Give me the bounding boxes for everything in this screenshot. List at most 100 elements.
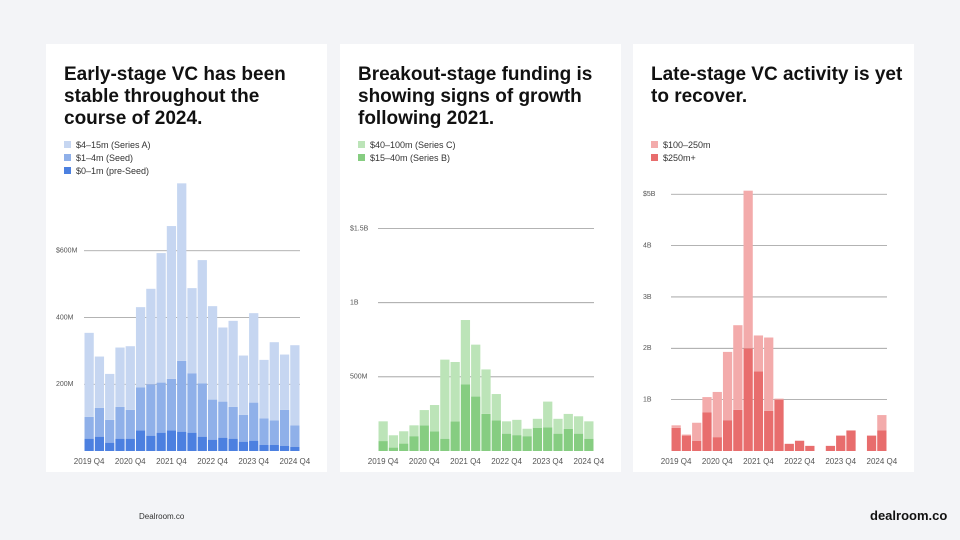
bar-segment — [532, 427, 543, 451]
bar-segment — [228, 438, 238, 451]
legend-label: $0–1m (pre-Seed) — [76, 165, 150, 176]
bar-segment — [440, 438, 450, 451]
bar-segment — [712, 437, 722, 451]
bar-segment — [512, 419, 522, 436]
bar-segment — [543, 401, 553, 428]
bar-segment — [259, 359, 269, 419]
bar-segment — [825, 445, 836, 451]
bar-segment — [681, 435, 692, 451]
bar-segment — [429, 431, 440, 451]
bar-segment — [774, 399, 784, 451]
bar-segment — [877, 430, 887, 451]
bar-segment — [712, 391, 722, 438]
bar-segment — [532, 418, 543, 428]
legend-swatch — [64, 141, 71, 148]
y-tick-label: 500M — [350, 374, 368, 381]
chart: 1B 2B 3B 4B $5B 2019 Q4 2020 Q4 2021 Q4 2022 Q4 2… — [643, 190, 898, 466]
bar-segment — [553, 418, 563, 434]
bar-segment — [836, 435, 846, 451]
bar-segment — [166, 226, 177, 379]
bar-segment — [471, 344, 481, 397]
bar-segment — [94, 356, 105, 408]
card: 500M 1B $1.5B 2019 Q4 2020 Q4 2021 Q4 2022 Q4 2… — [340, 44, 621, 472]
chart-title: Breakout-stage funding is showing signs … — [358, 64, 593, 129]
legend: $40–100m (Series C) $15–40m (Series B) — [358, 138, 456, 164]
bar-segment — [512, 435, 522, 451]
legend-swatch — [358, 154, 365, 161]
bar-segment — [166, 430, 177, 451]
bar-segment — [460, 384, 471, 451]
bar-segment — [218, 401, 228, 438]
legend-label: $1–4m (Seed) — [76, 152, 134, 163]
bar-segment — [409, 436, 419, 451]
bar-segment — [419, 410, 429, 426]
x-tick-label: 2020 Q4 — [702, 457, 733, 466]
bar-segment — [722, 420, 733, 451]
bar-segment — [784, 443, 794, 451]
x-tick-label: 2023 Q4 — [532, 457, 563, 466]
y-tick-label: $5B — [643, 191, 656, 198]
bar-segment — [671, 425, 681, 428]
bar-segment — [733, 409, 743, 451]
bar-segment — [207, 399, 218, 440]
bar-segment — [279, 409, 290, 446]
bar-segment — [794, 440, 805, 451]
chart: 200M 400M $600M 2019 Q4 2020 Q4 2021 Q4 2022 Q… — [56, 183, 311, 466]
x-tick-label: 2023 Q4 — [238, 457, 269, 466]
bar-segment — [249, 440, 259, 451]
bar-segment — [135, 387, 146, 431]
legend-item: $40–100m (Series C) — [358, 138, 456, 151]
y-tick-label: 4B — [643, 242, 652, 249]
bar-segment — [135, 307, 146, 388]
x-tick-label: 2020 Q4 — [115, 457, 146, 466]
bar-segment — [177, 360, 187, 432]
bar-segment — [764, 410, 774, 451]
bar-segment — [378, 441, 388, 451]
legend: $4–15m (Series A) $1–4m (Seed) $0–1m (pre-… — [64, 138, 151, 177]
legend-label: $250m+ — [663, 152, 696, 163]
bar-segment — [573, 433, 584, 451]
bar-segment — [187, 432, 197, 451]
bar-segment — [228, 320, 238, 407]
y-tick-label: 200M — [56, 381, 74, 388]
bar-segment — [543, 427, 553, 451]
x-tick-label: 2021 Q4 — [450, 457, 481, 466]
source: Dealroom.co — [139, 512, 185, 521]
bar-segment — [207, 439, 218, 451]
bar-segment — [399, 443, 409, 451]
legend-label: $4–15m (Series A) — [76, 139, 151, 150]
x-tick-label: 2019 Q4 — [74, 457, 105, 466]
bar-segment — [753, 371, 764, 451]
bar-segment — [409, 425, 419, 437]
legend-label: $15–40m (Series B) — [370, 152, 451, 163]
bar-segment — [681, 434, 692, 436]
bar-segment — [177, 431, 187, 451]
bar-segment — [491, 394, 501, 421]
bar-segment — [94, 436, 105, 451]
y-tick-label: 1B — [350, 300, 359, 307]
legend-label: $100–250m — [663, 139, 711, 150]
legend-swatch — [651, 154, 658, 161]
y-tick-label: $1.5B — [350, 225, 369, 232]
bar-segment — [84, 332, 94, 417]
x-tick-label: 2023 Q4 — [825, 457, 856, 466]
bar-segment — [84, 416, 94, 439]
bar-segment — [146, 384, 156, 436]
bar-segment — [115, 406, 125, 439]
x-tick-label: 2022 Q4 — [197, 457, 228, 466]
bar-segment — [269, 420, 279, 445]
legend-item: $4–15m (Series A) — [64, 138, 151, 151]
bar-segment — [764, 337, 774, 411]
bar-segment — [249, 402, 259, 441]
bar-segment — [522, 428, 532, 437]
chart-title: Late-stage VC activity is yet to recover… — [651, 64, 903, 107]
bar-segment — [692, 440, 702, 451]
bar-segment — [197, 260, 207, 384]
x-tick-label: 2024 Q4 — [280, 457, 311, 466]
legend-swatch — [64, 167, 71, 174]
bar-segment — [279, 445, 290, 451]
legend-item: $100–250m — [651, 138, 711, 151]
bar-segment — [218, 437, 228, 451]
bar-segment — [481, 369, 491, 414]
x-tick-label: 2021 Q4 — [743, 457, 774, 466]
